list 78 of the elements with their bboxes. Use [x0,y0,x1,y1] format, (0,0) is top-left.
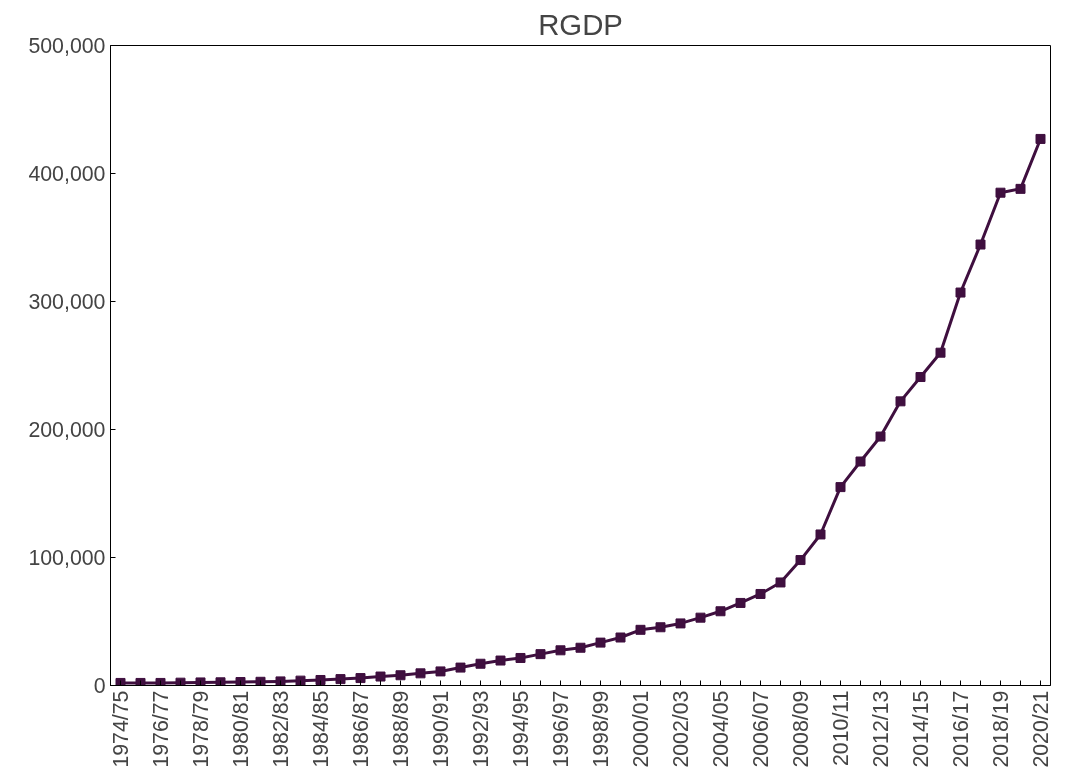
x-tick-label: 1986/87 [348,690,373,768]
point [1035,133,1046,144]
point [855,456,866,467]
y-tick-label: 100,000 [28,546,106,570]
point [355,673,366,684]
x-tick-label: 1982/83 [268,690,293,768]
point [515,652,526,663]
point [295,675,306,686]
x-tick-label: 2002/03 [668,690,693,768]
y-tick-label: 500,000 [28,34,106,58]
x-tick-label: 1998/99 [588,690,613,768]
point [275,676,286,686]
x-tick-label: 1996/97 [548,690,573,768]
point [735,597,746,608]
point [475,658,486,669]
x-tick-label: 2010/11 [828,690,853,767]
x-tick-label: 1976/77 [148,690,173,768]
point [815,529,826,540]
point [575,642,586,653]
point [615,632,626,643]
x-tick-label: 2006/07 [748,690,773,768]
point [915,372,926,383]
point [955,287,966,298]
x-tick-label: 2016/17 [948,690,973,768]
point [655,622,666,633]
point [215,677,226,686]
y-tick-label: 400,000 [28,162,106,186]
point [135,677,146,686]
point [375,671,386,682]
point [995,187,1006,198]
point [695,612,706,623]
x-tick-label: 1974/75 [108,690,133,768]
point [455,662,466,673]
point [675,618,686,629]
point [255,676,266,686]
point [935,347,946,358]
x-tick-label: 1994/95 [508,690,533,768]
x-tick-label: 2000/01 [628,690,653,768]
point [535,649,546,660]
point [495,655,506,666]
y-tick-label: 0 [93,674,106,698]
point [155,677,166,686]
point [415,668,426,679]
x-tick-label: 2004/05 [708,690,733,768]
point [875,431,886,442]
point [555,645,566,656]
x-tick-label: 2012/13 [868,690,893,768]
point [595,637,606,648]
x-tick-label: 1992/93 [468,690,493,768]
x-tick-label: 2008/09 [788,690,813,768]
x-tick-label: 2018/19 [988,690,1013,768]
x-tick-label: 1978/79 [188,690,213,768]
point [835,482,846,493]
point [435,666,446,677]
point [235,677,246,686]
x-tick-label: 2020/21 [1028,690,1053,768]
point [635,624,646,635]
point [195,677,206,686]
point [975,239,986,250]
x-tick-label: 1990/91 [428,690,453,768]
chart-title: RGDP [538,7,623,41]
x-tick-label: 2014/15 [908,690,933,768]
x-tick-label: 1984/85 [308,690,333,768]
x-tick-label: 1988/89 [388,690,413,768]
point [395,670,406,681]
y-tick-label: 300,000 [28,290,106,314]
point [315,675,326,685]
point [755,588,766,599]
point [115,677,126,686]
point [795,555,806,566]
point [895,396,906,407]
point [335,674,346,685]
point [175,677,186,686]
y-tick-label: 200,000 [28,418,106,442]
point [775,577,786,588]
point [715,606,726,617]
point [1015,183,1026,194]
x-tick-label: 1980/81 [228,690,253,768]
